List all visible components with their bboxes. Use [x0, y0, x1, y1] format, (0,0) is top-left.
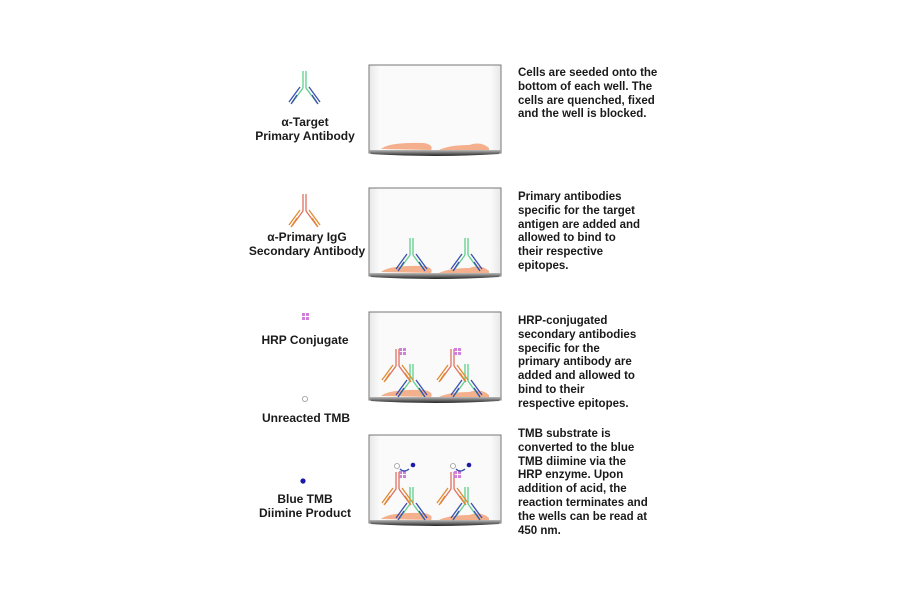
primary-antibody-icon — [288, 70, 321, 105]
blue-tmb-label: Blue TMB Diimine Product — [258, 492, 351, 520]
well-step-2 — [368, 187, 502, 280]
step-2-description: Primary antibodies specific for the targ… — [518, 191, 641, 272]
hrp-conjugate-label: HRP Conjugate — [261, 333, 349, 347]
well-step-3 — [368, 311, 502, 404]
unreacted-tmb-label: Unreacted TMB — [261, 411, 350, 425]
well-step-1 — [368, 64, 502, 157]
primary-antibody-label: α-Target Primary Antibody — [255, 115, 355, 143]
well-step-4 — [368, 434, 502, 527]
step-3-description: HRP-conjugated secondary antibodies spec… — [518, 315, 637, 410]
secondary-antibody-icon — [288, 193, 321, 228]
secondary-antibody-label: α-Primary IgG Secondary Antibody — [248, 230, 366, 258]
step-1-description: Cells are seeded onto the bottom of each… — [518, 67, 658, 121]
blue-tmb-icon — [300, 478, 306, 484]
unreacted-tmb-icon — [301, 395, 308, 402]
hrp-conjugate-icon — [302, 313, 309, 320]
step-4-description: TMB substrate is converted to the blue T… — [518, 428, 648, 537]
